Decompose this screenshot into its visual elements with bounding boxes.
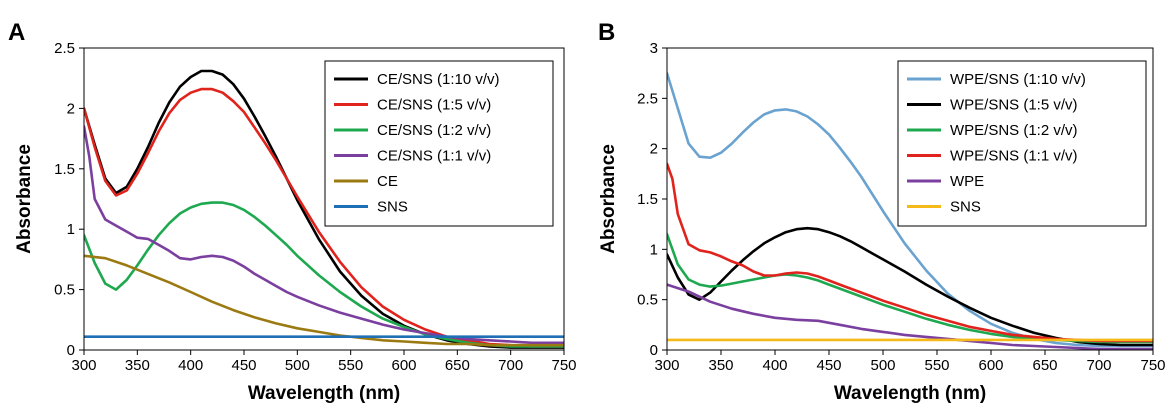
legend-label: CE — [377, 173, 398, 190]
x-tick-label: 300 — [71, 357, 96, 374]
x-axis-title: Wavelength (nm) — [834, 383, 986, 404]
panel-b: B 300 350 400 450 500 550 600 650 700 750 0 0.5 1 1.5 2… — [598, 19, 1166, 404]
y-tick-label: 2 — [650, 141, 658, 158]
y-tick-label: 0.5 — [54, 282, 75, 299]
y-tick-label: 1 — [67, 221, 75, 238]
y-tick-label: 2.5 — [54, 40, 75, 57]
y-axis-title: Absorbance — [598, 144, 619, 254]
y-tick-label: 1.5 — [637, 191, 658, 208]
x-axis-title: Wavelength (nm) — [248, 383, 400, 404]
y-tick-label: 0 — [67, 342, 75, 359]
panel-label: B — [598, 19, 615, 46]
x-tick-label: 600 — [391, 357, 416, 374]
x-tick-label: 750 — [551, 357, 576, 374]
x-tick-label: 700 — [1086, 357, 1111, 374]
legend-label: WPE/SNS (1:2 v/v) — [950, 122, 1078, 139]
y-tick-label: 1.5 — [54, 161, 75, 178]
panel-label: A — [8, 19, 25, 46]
legend-label: WPE/SNS (1:5 v/v) — [950, 97, 1078, 114]
x-tick-label: 600 — [978, 357, 1003, 374]
y-tick-label: 3 — [650, 40, 658, 57]
legend: CE/SNS (1:10 v/v) CE/SNS (1:5 v/v) CE/SNS … — [325, 61, 553, 226]
x-tick-label: 400 — [762, 357, 787, 374]
legend-label: WPE — [950, 173, 984, 190]
x-tick-label: 650 — [445, 357, 470, 374]
x-tick-label: 450 — [231, 357, 256, 374]
x-tick-label: 650 — [1032, 357, 1057, 374]
x-tick-label: 350 — [708, 357, 733, 374]
y-tick-label: 1 — [650, 241, 658, 258]
x-tick-label: 700 — [498, 357, 523, 374]
y-axis-title: Absorbance — [14, 144, 35, 254]
y-tick-label: 2.5 — [637, 90, 658, 107]
x-tick-label: 750 — [1140, 357, 1165, 374]
legend: WPE/SNS (1:10 v/v) WPE/SNS (1:5 v/v) WPE/S… — [898, 61, 1146, 226]
legend-label: CE/SNS (1:2 v/v) — [377, 122, 491, 139]
x-tick-label: 550 — [924, 357, 949, 374]
y-tick-label: 2 — [67, 100, 75, 117]
legend-label: SNS — [950, 199, 981, 216]
x-tick-label: 300 — [654, 357, 679, 374]
x-tick-label: 350 — [125, 357, 150, 374]
x-tick-label: 450 — [816, 357, 841, 374]
x-tick-label: 550 — [338, 357, 363, 374]
legend-label: CE/SNS (1:10 v/v) — [377, 71, 500, 88]
legend-label: WPE/SNS (1:1 v/v) — [950, 148, 1078, 165]
x-tick-label: 500 — [285, 357, 310, 374]
legend-label: CE/SNS (1:1 v/v) — [377, 148, 491, 165]
x-tick-label: 500 — [870, 357, 895, 374]
series-line — [84, 256, 564, 345]
y-tick-label: 0 — [650, 342, 658, 359]
y-tick-label: 0.5 — [637, 292, 658, 309]
x-tick-label: 400 — [178, 357, 203, 374]
legend-label: SNS — [377, 199, 408, 216]
series-line — [667, 228, 1153, 345]
panel-a: A 300 350 400 450 500 550 600 650 700 750 0 0.5 1 1.5 2… — [8, 19, 577, 404]
legend-label: CE/SNS (1:5 v/v) — [377, 97, 491, 114]
legend-label: WPE/SNS (1:10 v/v) — [950, 71, 1086, 88]
